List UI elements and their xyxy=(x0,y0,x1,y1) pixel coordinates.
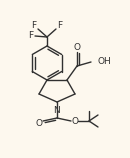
Text: F: F xyxy=(31,21,37,30)
Text: O: O xyxy=(72,116,79,125)
Text: F: F xyxy=(57,21,63,30)
Text: OH: OH xyxy=(97,58,111,67)
Text: N: N xyxy=(54,106,60,115)
Text: O: O xyxy=(73,43,80,52)
Text: F: F xyxy=(28,31,34,40)
Text: O: O xyxy=(35,118,43,128)
